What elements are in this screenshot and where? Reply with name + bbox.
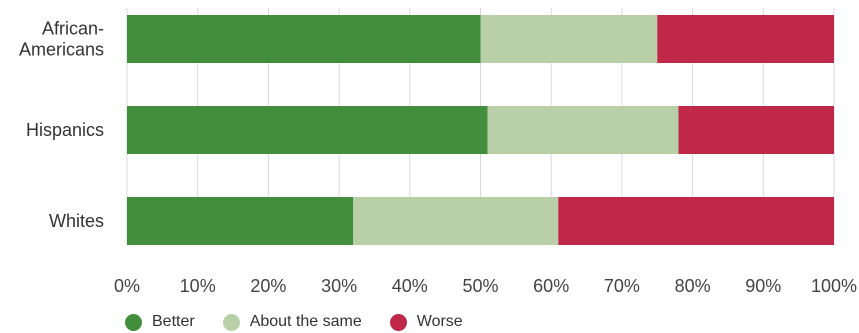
bars xyxy=(127,15,834,245)
bar-segment-better xyxy=(127,197,354,245)
legend: Better About the same Worse xyxy=(125,313,491,331)
legend-swatch xyxy=(222,313,240,331)
legend-label: About the same xyxy=(249,313,362,330)
x-tick-label: 80% xyxy=(675,276,711,296)
x-tick-label: 70% xyxy=(604,276,640,296)
legend-item: About the same xyxy=(222,313,362,331)
x-tick-label: 10% xyxy=(180,276,216,296)
bar-segment-about-the-same xyxy=(353,197,559,245)
bar-segment-about-the-same xyxy=(480,15,658,63)
bar-segment-worse xyxy=(657,15,834,63)
stacked-bar-chart: African-Americans Hispanics Whites 0% 10% 20… xyxy=(19,8,857,296)
bar-segment-about-the-same xyxy=(487,106,679,154)
x-tick-label: 90% xyxy=(745,276,781,296)
legend-label: Better xyxy=(152,313,195,330)
legend-item: Worse xyxy=(389,313,463,331)
legend-swatch xyxy=(125,313,142,331)
category-label: African-Americans xyxy=(19,19,104,60)
bar-segment-worse xyxy=(558,197,834,245)
legend-swatch xyxy=(389,313,407,331)
legend-item: Better xyxy=(125,313,195,331)
x-tick-label: 50% xyxy=(462,276,498,296)
x-tick-label: 100% xyxy=(811,276,857,296)
legend-label: Worse xyxy=(416,313,463,330)
x-tick-label: 0% xyxy=(114,276,140,296)
x-tick-label: 20% xyxy=(250,276,286,296)
x-tick-label: 60% xyxy=(533,276,569,296)
x-tick-label: 40% xyxy=(392,276,428,296)
category-labels: African-Americans Hispanics Whites xyxy=(19,19,104,232)
x-tick-labels: 0% 10% 20% 30% 40% 50% 60% 70% 80% 90% 100% xyxy=(114,276,857,296)
bar-segment-better xyxy=(127,15,481,63)
bar-segment-better xyxy=(127,106,488,154)
category-label: Hispanics xyxy=(26,120,104,140)
x-tick-label: 30% xyxy=(321,276,357,296)
bar-segment-worse xyxy=(678,106,834,154)
category-label: Whites xyxy=(49,211,104,231)
